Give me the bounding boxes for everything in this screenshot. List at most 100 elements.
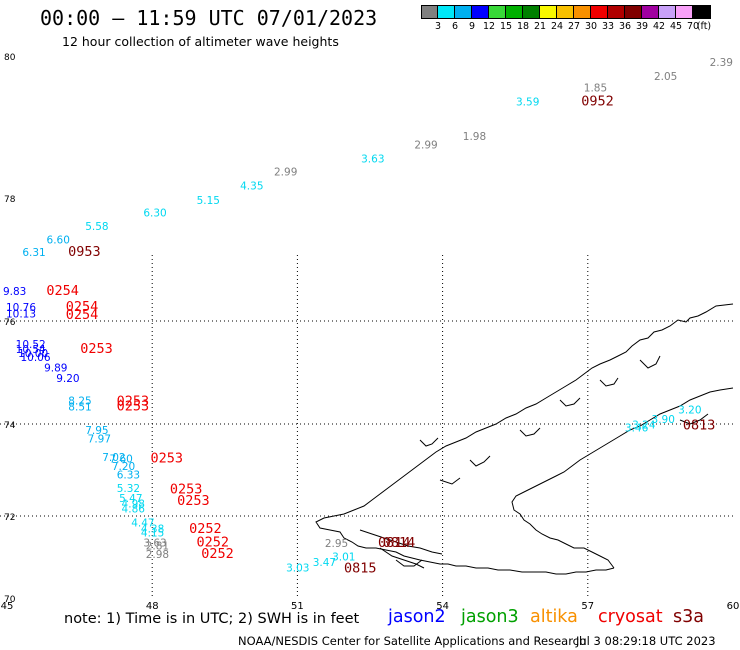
overpass-time-label: 0252 xyxy=(201,546,234,562)
wave-height-value: 2.99 xyxy=(274,166,297,178)
wave-height-value: 4.86 xyxy=(122,503,146,515)
wave-height-value: 7.20 xyxy=(112,461,135,473)
overpass-time-label: 0953 xyxy=(68,244,101,260)
lon-tick-label: 48 xyxy=(146,601,159,612)
wave-height-value: 3.46 xyxy=(625,422,649,434)
lon-tick-label: 57 xyxy=(581,601,594,612)
colorbar-swatch xyxy=(608,5,625,19)
overpass-time-label: 0252 xyxy=(189,521,222,537)
lon-tick-label: 54 xyxy=(436,601,449,612)
colorbar-swatch xyxy=(472,5,489,19)
colorbar-frame xyxy=(421,5,711,19)
wave-height-value: 3.47 xyxy=(313,557,336,569)
wave-height-value: 7.02 xyxy=(102,452,125,464)
colorbar-swatch xyxy=(625,5,642,19)
colorbar-swatch xyxy=(421,5,438,19)
overpass-time-label: 0253 xyxy=(117,393,150,409)
wave-height-value: 5.58 xyxy=(85,221,108,233)
wave-height-value: 10.76 xyxy=(6,302,36,314)
overpass-time-label: 0952 xyxy=(581,94,614,110)
wave-height-value: 4.35 xyxy=(240,180,263,192)
lat-tick-label: 76 xyxy=(4,318,16,328)
wave-height-value: 7.95 xyxy=(85,425,108,437)
colorbar-swatch xyxy=(489,5,506,19)
colorbar-swatch xyxy=(506,5,523,19)
colorbar-label: (ft) xyxy=(696,21,712,32)
colorbar-label: 45 xyxy=(669,21,683,32)
lat-tick-label: 70 xyxy=(4,595,16,605)
wave-height-value: 9.83 xyxy=(3,286,26,298)
wave-height-value: 3.59 xyxy=(516,97,539,109)
wave-height-value: 2.95 xyxy=(325,538,348,550)
wave-height-value: 4.15 xyxy=(141,528,164,540)
colorbar-label: 33 xyxy=(601,21,615,32)
wave-height-value: 10.54 xyxy=(16,344,46,356)
satellite-legend-item: altika xyxy=(530,607,578,627)
footer-credit: NOAA/NESDIS Center for Satellite Applica… xyxy=(238,634,587,648)
map-subtitle: 12 hour collection of altimeter wave hei… xyxy=(62,34,339,49)
lon-tick-label: 51 xyxy=(291,601,304,612)
wave-height-value: 3.90 xyxy=(652,414,675,426)
overpass-time-label: 0253 xyxy=(150,451,183,467)
colorbar-swatch xyxy=(523,5,540,19)
colorbar-label: 3 xyxy=(434,21,442,32)
wave-height-value: 2.39 xyxy=(710,57,733,69)
wave-height-value: 6.30 xyxy=(143,207,166,219)
overpass-time-label: 0815 xyxy=(344,561,377,577)
colorbar-label: 21 xyxy=(533,21,547,32)
wave-height-value: 3.24 xyxy=(632,420,656,432)
wave-height-value: 6.33 xyxy=(117,469,140,481)
observations: 1.85 2.05 2.39 3.59 0952 1.98 2.99 3.63 2.99 4.35… xyxy=(3,57,733,577)
overpass-time-label: 0254 xyxy=(46,283,79,299)
overpass-time-label: 0253 xyxy=(177,493,210,509)
colorbar-label: 39 xyxy=(635,21,649,32)
overpass-time-label: 0814 xyxy=(383,535,416,551)
wave-height-value: 4.38 xyxy=(141,523,164,535)
wave-height-value: 9.20 xyxy=(56,373,79,385)
axis-labels: 45 48 51 54 57 60 70 72 74 76 78 80 xyxy=(1,53,740,612)
overpass-time-label: 0254 xyxy=(66,307,99,323)
colorbar-swatch xyxy=(574,5,591,19)
overpass-time-label: 0814 xyxy=(378,535,411,551)
colorbar-swatch xyxy=(540,5,557,19)
wave-height-value: 3.03 xyxy=(286,562,309,574)
wave-height-value: 7.97 xyxy=(88,433,111,445)
colorbar-swatch xyxy=(455,5,472,19)
wave-height-value: 5.32 xyxy=(117,483,140,495)
wave-height-value: 6.60 xyxy=(47,235,70,247)
coastline-novaya-zemlya xyxy=(315,303,734,575)
wave-height-value: 3.63 xyxy=(143,537,166,549)
colorbar-swatch xyxy=(659,5,676,19)
wave-height-value: 2.05 xyxy=(654,71,677,83)
wave-height-value: 5.47 xyxy=(119,493,142,505)
colorbar-swatch xyxy=(642,5,659,19)
wave-height-value: 4.98 xyxy=(122,499,145,511)
map-title: 00:00 – 11:59 UTC 07/01/2023 xyxy=(40,6,378,30)
wave-height-value: 8.25 xyxy=(68,395,91,407)
wave-height-value: 3.01 xyxy=(332,551,355,563)
colorbar-swatch xyxy=(438,5,455,19)
footer-generated: Jul 3 08:29:18 UTC 2023 xyxy=(576,634,716,648)
satellite-legend-item: s3a xyxy=(673,607,704,627)
units-note: note: 1) Time is in UTC; 2) SWH is in fe… xyxy=(64,611,360,627)
lat-tick-label: 72 xyxy=(4,513,15,523)
colorbar-label: 15 xyxy=(499,21,513,32)
colorbar-label: 12 xyxy=(482,21,496,32)
wave-height-value: 10.13 xyxy=(6,308,36,320)
lat-tick-label: 74 xyxy=(4,421,16,431)
lat-tick-label: 78 xyxy=(4,195,16,205)
colorbar-swatch xyxy=(676,5,693,19)
lat-lon-grid xyxy=(0,255,733,598)
wave-height-value: 2.99 xyxy=(414,139,437,151)
wave-height-value: 8.51 xyxy=(68,402,91,414)
overpass-time-label: 0253 xyxy=(80,341,113,357)
colorbar-label: 24 xyxy=(550,21,564,32)
overpass-time-label: 0253 xyxy=(170,481,203,497)
satellite-legend-item: cryosat xyxy=(598,607,663,627)
colorbar-label: 9 xyxy=(468,21,476,32)
overpass-time-label: 0813 xyxy=(683,418,716,434)
overpass-time-label: 0254 xyxy=(66,299,99,315)
wave-height-value: 3.20 xyxy=(678,405,701,417)
colorbar-swatch xyxy=(591,5,608,19)
